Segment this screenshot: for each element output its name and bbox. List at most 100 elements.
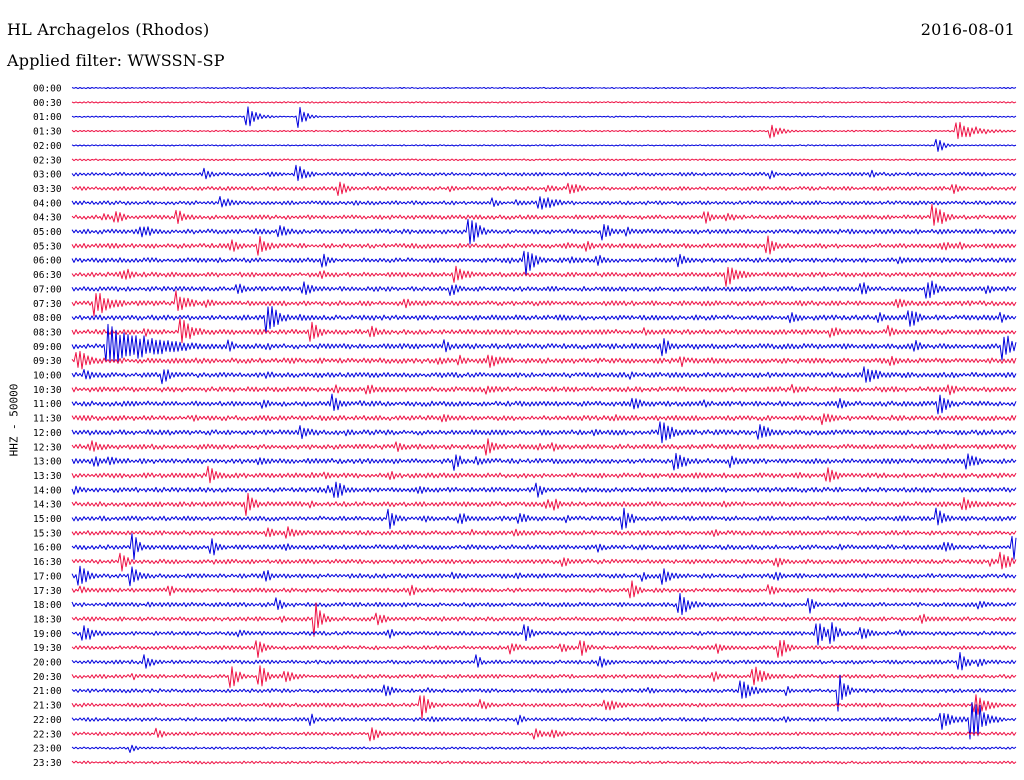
time-tick-label: 21:00: [33, 686, 62, 697]
time-tick-label: 18:00: [33, 600, 62, 611]
trace-1430: [71, 492, 1017, 516]
time-tick-label: 02:30: [33, 155, 62, 166]
trace-1730: [71, 580, 1017, 599]
time-tick-label: 04:30: [33, 213, 62, 224]
time-tick-label: 00:00: [33, 84, 62, 95]
trace-2230: [71, 727, 1017, 742]
time-tick-label: 00:30: [33, 98, 62, 109]
time-tick-label: 21:30: [33, 701, 62, 712]
time-tick-label: 05:30: [33, 241, 62, 252]
time-tick-label: 13:30: [33, 471, 62, 482]
time-tick-label: 11:30: [33, 414, 62, 425]
time-tick-label: 18:30: [33, 614, 62, 625]
time-tick-label: 08:30: [33, 327, 62, 338]
trace-0700: [71, 280, 1017, 299]
trace-0300: [71, 164, 1017, 182]
trace-0200: [71, 138, 1017, 152]
filter-label: Applied filter: WWSSN-SP: [7, 51, 225, 70]
time-tick-label: 07:00: [33, 284, 62, 295]
trace-0730: [71, 290, 1017, 317]
time-tick-label: 17:30: [33, 586, 62, 597]
trace-1600: [71, 533, 1017, 560]
time-tick-label: 12:30: [33, 442, 62, 453]
trace-1500: [71, 507, 1017, 530]
trace-1000: [71, 366, 1017, 385]
trace-0800: [71, 306, 1017, 334]
trace-1400: [71, 481, 1017, 498]
trace-0400: [71, 196, 1017, 210]
time-tick-label: 12:00: [33, 428, 62, 439]
trace-2030: [71, 665, 1017, 688]
trace-0430: [71, 203, 1017, 226]
trace-0930: [71, 350, 1017, 370]
time-tick-label: 04:00: [33, 198, 62, 209]
trace-1800: [71, 593, 1017, 616]
trace-2200: [71, 702, 1017, 740]
time-tick-label: 22:30: [33, 729, 62, 740]
time-tick-label: 22:00: [33, 715, 62, 726]
trace-0000: [71, 86, 1017, 90]
time-tick-label: 20:00: [33, 658, 62, 669]
time-tick-label: 16:30: [33, 557, 62, 568]
time-tick-label: 14:00: [33, 485, 62, 496]
trace-1900: [71, 622, 1017, 646]
trace-2000: [71, 652, 1017, 671]
trace-1100: [71, 393, 1017, 415]
trace-0500: [71, 218, 1017, 245]
time-tick-label: 03:00: [33, 170, 62, 181]
trace-1530: [71, 526, 1017, 539]
trace-2130: [71, 694, 1017, 719]
time-tick-label: 23:30: [33, 758, 62, 769]
time-tick-label: 03:30: [33, 184, 62, 195]
time-tick-label: 07:30: [33, 299, 62, 310]
trace-1200: [71, 421, 1017, 444]
time-tick-label: 19:30: [33, 643, 62, 654]
time-tick-label: 20:30: [33, 672, 62, 683]
trace-1830: [71, 602, 1017, 637]
time-tick-label: 08:00: [33, 313, 62, 324]
time-tick-label: 06:00: [33, 256, 62, 267]
trace-0830: [71, 318, 1017, 344]
trace-0130: [71, 121, 1017, 140]
time-tick-label: 11:00: [33, 399, 62, 410]
trace-2100: [71, 674, 1017, 712]
trace-0100: [71, 106, 1017, 128]
time-tick-label: 01:30: [33, 127, 62, 138]
record-date: 2016-08-01: [920, 20, 1015, 39]
trace-1700: [71, 565, 1017, 587]
trace-1930: [71, 639, 1017, 658]
time-tick-label: 10:30: [33, 385, 62, 396]
time-tick-label: 09:00: [33, 342, 62, 353]
time-tick-label: 16:00: [33, 543, 62, 554]
time-tick-label: 10:00: [33, 371, 62, 382]
station-title: HL Archagelos (Rhodos): [7, 20, 210, 39]
trace-1330: [71, 465, 1017, 484]
trace-1300: [71, 452, 1017, 471]
trace-lines: [71, 86, 1017, 765]
time-tick-labels: 00:00 00:30 01:00 01:30 02:00 02:30 03:00 03:30…: [33, 84, 62, 769]
trace-0530: [71, 235, 1017, 256]
time-tick-label: 17:00: [33, 571, 62, 582]
time-tick-label: 06:30: [33, 270, 62, 281]
trace-0900: [71, 323, 1017, 364]
time-tick-label: 01:00: [33, 112, 62, 123]
time-tick-label: 09:30: [33, 356, 62, 367]
trace-0330: [71, 181, 1017, 196]
time-tick-label: 13:00: [33, 457, 62, 468]
time-tick-label: 02:00: [33, 141, 62, 152]
trace-1630: [71, 551, 1017, 572]
time-tick-label: 15:00: [33, 514, 62, 525]
time-tick-label: 23:00: [33, 744, 62, 755]
trace-0600: [71, 250, 1017, 276]
time-tick-label: 05:00: [33, 227, 62, 238]
time-tick-label: 14:30: [33, 500, 62, 511]
trace-2300: [71, 744, 1017, 753]
trace-0630: [71, 265, 1017, 287]
time-tick-label: 15:30: [33, 528, 62, 539]
time-tick-label: 19:00: [33, 629, 62, 640]
trace-1130: [71, 413, 1017, 426]
trace-1030: [71, 383, 1017, 396]
trace-2330: [71, 760, 1017, 765]
trace-0030: [71, 101, 1017, 104]
